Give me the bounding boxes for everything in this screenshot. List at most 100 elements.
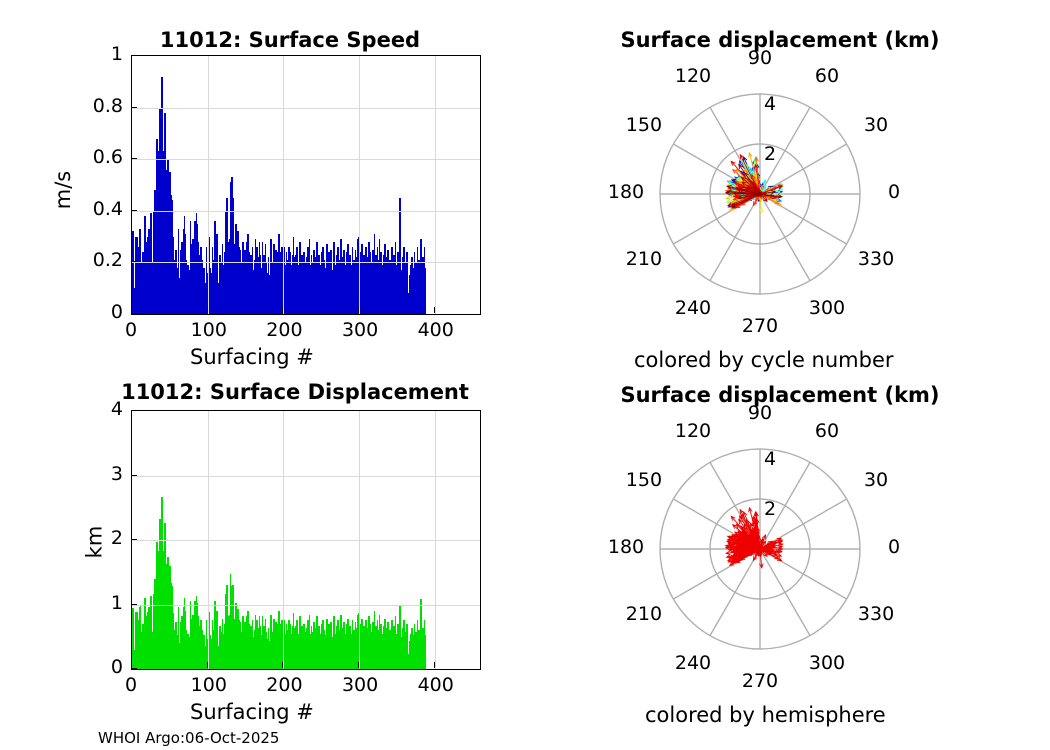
polar-vector-head (770, 189, 777, 195)
polar-vector-head (730, 160, 736, 166)
displacement-plot-area (131, 410, 481, 670)
speed-x-axis-label: Surfacing # (190, 345, 314, 369)
polar-vector-head (776, 552, 783, 557)
bar (297, 633, 299, 669)
bar (201, 644, 204, 669)
polar-vector-head (726, 539, 732, 545)
bar (156, 138, 159, 314)
y-tick-label: 0 (110, 301, 123, 323)
bar (399, 604, 401, 669)
y-tick-mark (131, 55, 137, 56)
polar-vector-head (754, 156, 759, 162)
x-tick-mark (282, 662, 284, 668)
bar (341, 257, 344, 314)
bar (288, 246, 290, 314)
polar-vector-head (769, 548, 776, 553)
polar-vector-head (740, 181, 747, 187)
bar (132, 231, 134, 314)
polar-svg: 24 (659, 448, 861, 650)
bar (177, 607, 180, 669)
polar-theta-label: 90 (747, 47, 773, 69)
polar-theta-label: 300 (808, 652, 846, 675)
polar-vector-head (737, 550, 743, 555)
polar-vector-head (752, 200, 758, 207)
polar-vector (738, 164, 761, 195)
polar-vector-head (759, 184, 764, 190)
bar (261, 616, 264, 669)
bar (341, 627, 344, 669)
bar (209, 635, 211, 669)
polar-vector-head (772, 186, 779, 191)
polar-vector-head (749, 167, 755, 173)
bar (349, 625, 351, 669)
polar-vector-head (724, 190, 731, 196)
polar-vector-head (740, 536, 747, 542)
gridline-horizontal (132, 159, 480, 160)
polar-theta-label: 30 (863, 114, 889, 136)
bar (365, 246, 367, 314)
polar-vector-head (754, 163, 759, 170)
bar (331, 637, 333, 669)
x-tick-mark (206, 307, 208, 313)
polar-vector-head (770, 544, 777, 550)
polar-vector-head (762, 178, 767, 185)
bar (305, 627, 308, 669)
bar (297, 264, 299, 314)
polar-vector-head (777, 189, 784, 195)
polar-vector-head (752, 555, 758, 562)
polar-theta-label: 210 (625, 603, 663, 625)
y-tick-mark (131, 106, 137, 108)
bar (132, 607, 134, 669)
x-tick-label: 400 (417, 674, 454, 696)
polar-vector (733, 181, 761, 195)
gridline-horizontal (132, 211, 480, 212)
polar-vector-head (740, 531, 747, 537)
polar-vector (731, 548, 761, 564)
bar (345, 623, 348, 669)
polar-vector (741, 531, 761, 550)
polar-theta-label: 120 (674, 64, 712, 87)
polar-vector-head (748, 186, 754, 191)
polar-vector-head (761, 540, 767, 546)
polar-theta-label: 120 (674, 419, 712, 442)
polar-vector-head (774, 555, 780, 560)
bar (309, 633, 311, 669)
bar (424, 267, 426, 314)
polar-vector-head (761, 185, 767, 191)
x-tick-mark (433, 662, 435, 668)
polar-vector (733, 536, 761, 550)
polar-vector-head (731, 204, 737, 209)
polar-vector-head (749, 522, 755, 528)
bar (381, 633, 383, 669)
polar-vector-head (730, 202, 737, 207)
x-tick-label: 300 (341, 674, 379, 696)
polar-vector-head (740, 176, 747, 182)
x-tick-label: 0 (124, 319, 138, 341)
polar-vector-head (758, 552, 763, 558)
polar-vector-head (737, 195, 743, 200)
bar (261, 241, 264, 314)
y-tick-label: 3 (110, 462, 123, 485)
bar (222, 633, 224, 669)
polar-vector-head (738, 163, 743, 170)
polar-vector-head (753, 155, 759, 162)
footer-credit: WHOI Argo:06-Oct-2025 (98, 729, 280, 747)
bar (290, 633, 292, 669)
polar-vector-head (748, 541, 754, 546)
bar (394, 241, 397, 314)
y-tick-label: 4 (110, 398, 123, 420)
polar-vector-head (730, 515, 736, 521)
bar (275, 249, 277, 314)
bar (349, 254, 351, 314)
polar-theta-label: 150 (625, 469, 663, 491)
polar-r-tick-label: 4 (764, 93, 776, 115)
polar-vector-head (748, 151, 753, 158)
bar (240, 262, 243, 314)
bar (222, 264, 224, 314)
x-tick-label: 100 (190, 674, 227, 696)
polar-vector-head (777, 194, 784, 199)
bar (211, 246, 214, 314)
polar-hemisphere-caption: colored by hemisphere (645, 703, 886, 727)
polar-vector-head (732, 536, 739, 541)
bar (385, 627, 388, 669)
